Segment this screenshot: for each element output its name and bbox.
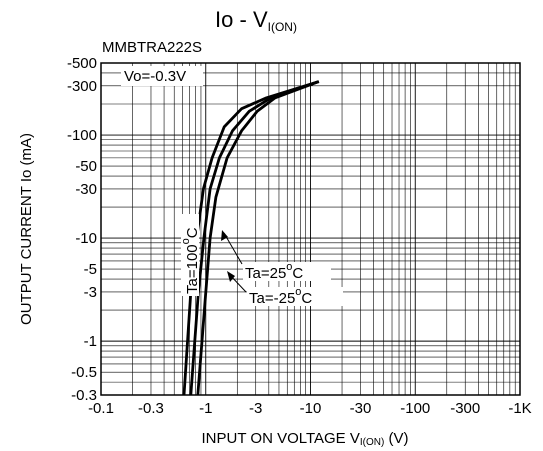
- y-tick-label: -3: [84, 284, 97, 301]
- curve-ta-25: [196, 80, 320, 396]
- series-label-ta25-degree: o: [286, 261, 292, 273]
- x-axis-label-unit-text: (V): [389, 430, 409, 447]
- y-tick-label: -30: [75, 181, 97, 198]
- x-axis-label-sub: I(ON): [360, 437, 384, 448]
- x-axis-label: INPUT ON VOLTAGE VI(ON) (V): [202, 430, 409, 448]
- condition-box: [121, 66, 203, 86]
- x-tick-label: -10: [300, 400, 322, 417]
- series-label-ta100: Ta=100oC: [180, 214, 201, 296]
- x-tick-label: -100: [400, 400, 430, 417]
- series-label-ta100-base: Ta=100: [184, 244, 201, 294]
- chart-title: Io - VI(ON): [215, 7, 297, 34]
- x-axis-label-unit: (V): [384, 430, 408, 447]
- arrow-ta-25-head: [227, 271, 235, 282]
- series-label-ta-25-degree: o: [295, 286, 301, 298]
- y-tick-label: -50: [75, 158, 97, 175]
- series-label-ta100-degree: o: [180, 238, 192, 244]
- x-tick-label: -1: [199, 400, 212, 417]
- y-tick-label: -1: [84, 333, 97, 350]
- condition-label: Vo=-0.3V: [124, 68, 186, 85]
- series-label-ta100-unit: C: [184, 227, 201, 238]
- series-label-ta100-text: Ta=100oC: [180, 227, 201, 294]
- y-tick-label: -300: [67, 78, 97, 95]
- series-label-ta-25-unit: C: [301, 290, 312, 307]
- y-tick-label: -100: [67, 127, 97, 144]
- y-tick-label: -500: [67, 55, 97, 72]
- x-axis-label-main: INPUT ON VOLTAGE V: [202, 430, 360, 447]
- y-tick-label: -5: [84, 261, 97, 278]
- chart-title-main: Io - V: [215, 7, 268, 32]
- plot-grid: [101, 63, 520, 395]
- y-tick-label: -10: [75, 230, 97, 247]
- x-tick-label: -300: [450, 400, 480, 417]
- series-label-ta25-unit: C: [292, 265, 303, 282]
- arrow-ta25-head: [221, 230, 228, 241]
- series-label-ta25-bg: [243, 262, 331, 281]
- series-label-ta100-bg: [181, 214, 199, 296]
- device-name: MMBTRA222S: [102, 39, 202, 56]
- x-tick-label: -1K: [508, 400, 531, 417]
- series-label-ta-25: Ta=-25oC: [249, 286, 312, 307]
- tick-labels: -0.1 -0.3 -1 -3 -10 -30 -100 -300 -1K-500-300-10…: [67, 55, 532, 417]
- x-tick-label: -30: [350, 400, 372, 417]
- y-axis-label: OUTPUT CURRENT Io (mA): [18, 133, 35, 325]
- series-label-ta25-base: Ta=25: [245, 265, 286, 282]
- x-tick-label: -0.3: [138, 400, 164, 417]
- series-label-ta-25-base: Ta=-25: [249, 290, 295, 307]
- chart-title-sub: I(ON): [268, 20, 297, 34]
- y-tick-label: -0.3: [71, 387, 97, 404]
- x-tick-label: -0.1: [88, 400, 114, 417]
- series-label-ta25: Ta=25oC: [245, 261, 303, 282]
- x-tick-label: -3: [249, 400, 262, 417]
- curve-ta25: [189, 80, 320, 396]
- series-label-ta-25-bg: [247, 287, 343, 306]
- arrow-ta25-line: [223, 232, 243, 265]
- y-tick-label: -0.5: [71, 364, 97, 381]
- plot-frame: [100, 62, 521, 396]
